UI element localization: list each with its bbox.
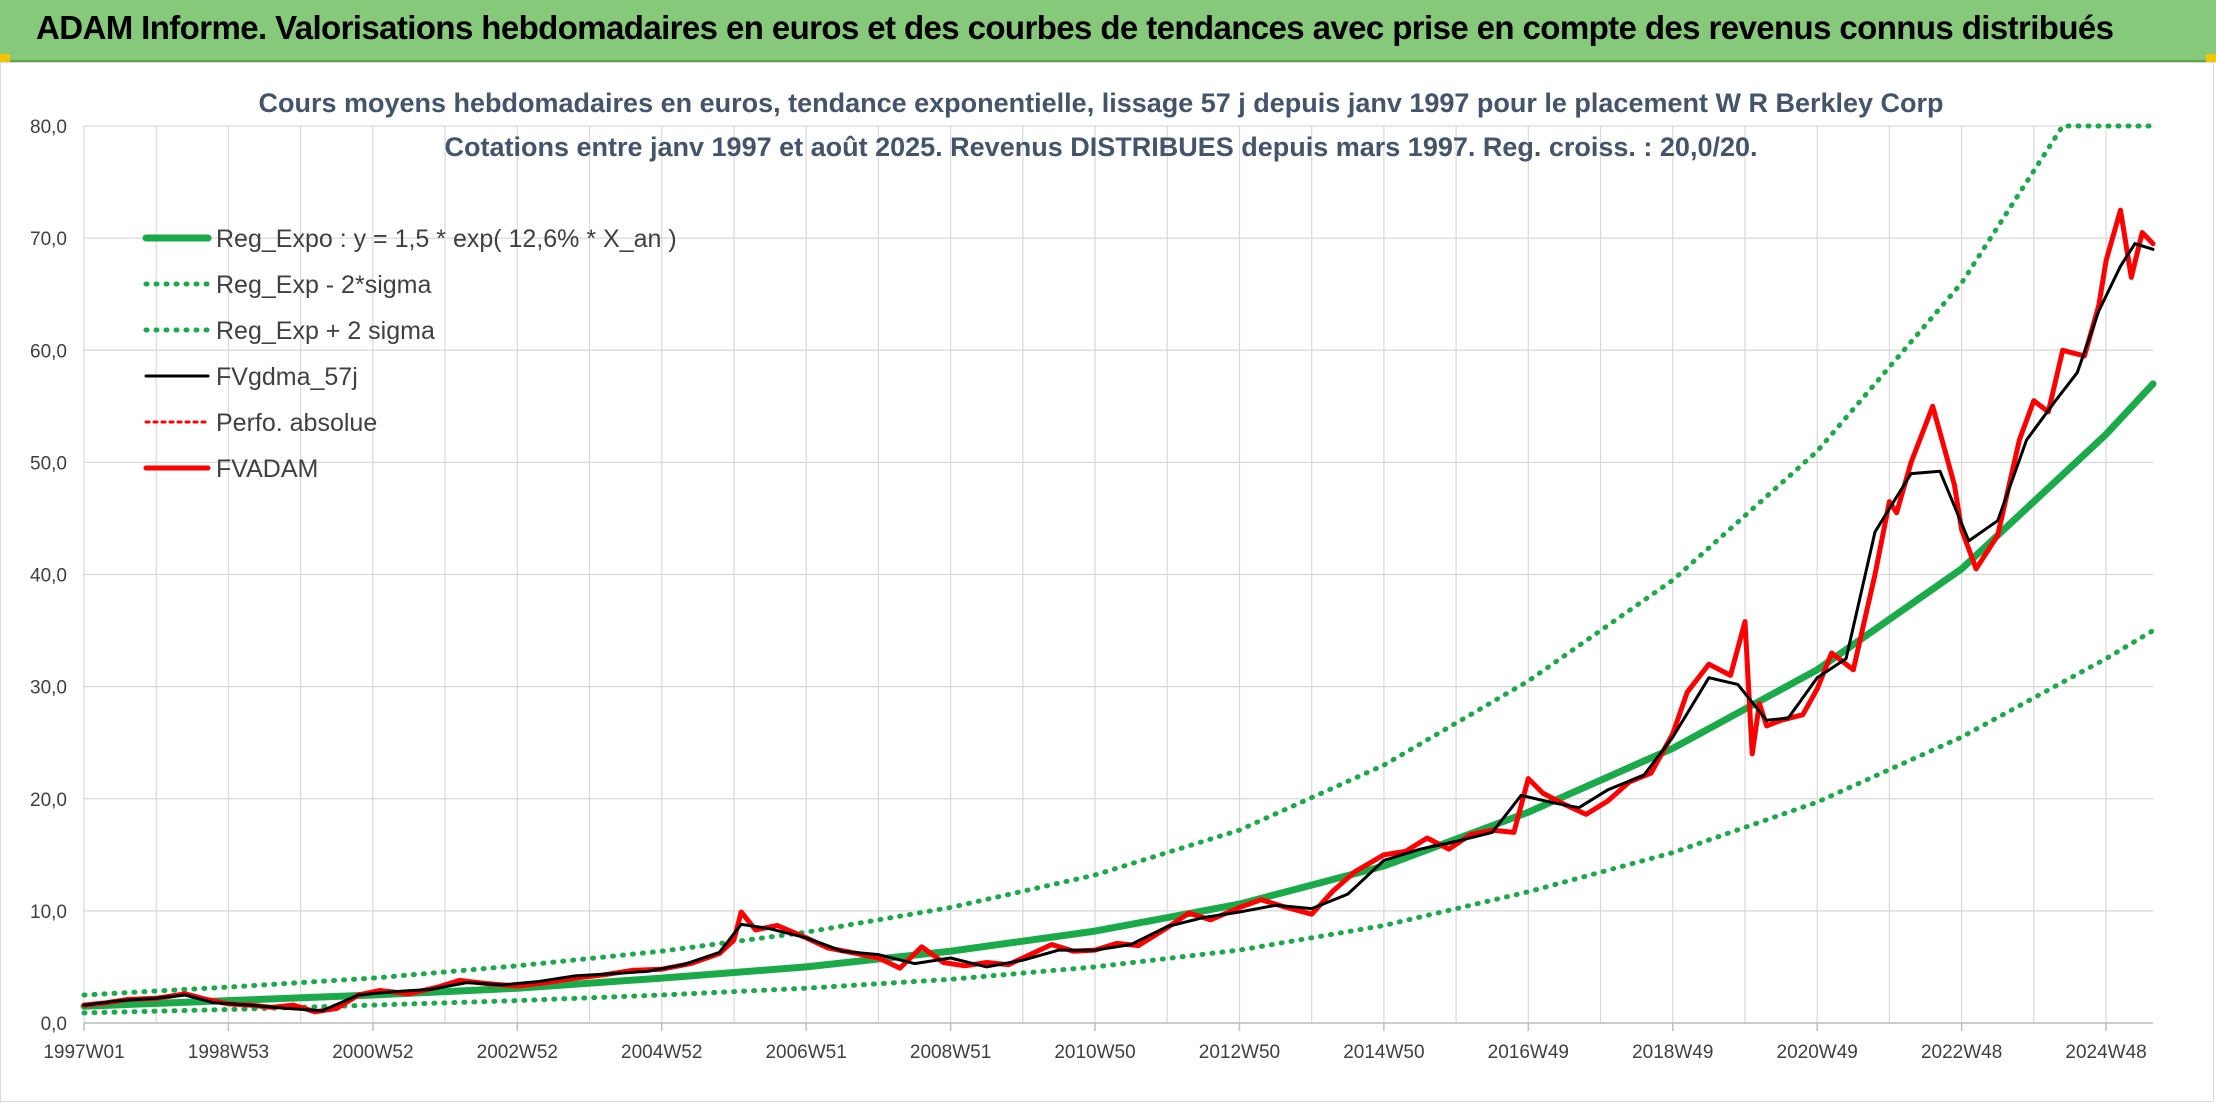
corner-marker-left bbox=[0, 54, 10, 62]
x-tick-label: 2016W49 bbox=[1488, 1042, 1569, 1063]
legend-label: FVADAM bbox=[216, 455, 318, 483]
legend-label: FVgdma_57j bbox=[216, 363, 358, 391]
chart-titles: Cours moyens hebdomadaires en euros, ten… bbox=[258, 88, 1943, 162]
y-tick-label: 20,0 bbox=[30, 790, 67, 811]
axes: 0,0 10,0 20,0 30,0 40,0 50,0 60,0 70,0 80,0 1997W… bbox=[30, 117, 2153, 1063]
x-tick-label: 2020W49 bbox=[1777, 1042, 1858, 1063]
x-tick-label: 2012W50 bbox=[1199, 1042, 1280, 1063]
y-tick-label: 40,0 bbox=[30, 566, 67, 587]
legend-label: Reg_Exp + 2 sigma bbox=[216, 317, 435, 345]
legend-label: Reg_Exp - 2*sigma bbox=[216, 271, 431, 299]
y-tick-label: 70,0 bbox=[30, 229, 67, 250]
legend-label: Perfo. absolue bbox=[216, 409, 377, 437]
series-line-1 bbox=[81, 628, 2156, 1016]
chart-title: Cours moyens hebdomadaires en euros, ten… bbox=[258, 88, 1943, 118]
series-line-3 bbox=[82, 242, 2155, 1013]
series-line-5 bbox=[81, 207, 2156, 1015]
y-tick-label: 30,0 bbox=[30, 678, 67, 699]
series-lines bbox=[80, 123, 2157, 1016]
x-tick-label: 1997W01 bbox=[43, 1042, 124, 1063]
series-line-0 bbox=[80, 380, 2157, 1010]
line-chart: Cours moyens hebdomadaires en euros, ten… bbox=[30, 88, 2157, 1063]
grid-lines bbox=[83, 125, 2153, 1024]
series-line-2 bbox=[81, 123, 2156, 998]
y-tick-label: 60,0 bbox=[30, 341, 67, 362]
chart-area: Cours moyens hebdomadaires en euros, ten… bbox=[0, 62, 2214, 1102]
y-tick-label: 0,0 bbox=[41, 1014, 67, 1035]
y-tick-label: 80,0 bbox=[30, 117, 67, 138]
y-tick-label: 50,0 bbox=[30, 453, 67, 474]
x-tick-label: 2018W49 bbox=[1632, 1042, 1713, 1063]
header-bar: ADAM Informe. Valorisations hebdomadaire… bbox=[0, 0, 2216, 62]
x-tick-label: 2022W48 bbox=[1921, 1042, 2002, 1063]
x-tick-label: 1998W53 bbox=[188, 1042, 269, 1063]
legend-label: Reg_Expo : y = 1,5 * exp( 12,6% * X_an ) bbox=[216, 225, 677, 253]
x-tick-label: 2010W50 bbox=[1054, 1042, 1135, 1063]
x-tick-label: 2004W52 bbox=[621, 1042, 702, 1063]
corner-marker-right bbox=[2206, 54, 2216, 62]
x-tick-label: 2014W50 bbox=[1343, 1042, 1424, 1063]
x-tick-label: 2006W51 bbox=[765, 1042, 846, 1063]
x-tick-label: 2000W52 bbox=[332, 1042, 413, 1063]
page-title: ADAM Informe. Valorisations hebdomadaire… bbox=[36, 9, 2114, 46]
x-tick-label: 2002W52 bbox=[477, 1042, 558, 1063]
y-tick-label: 10,0 bbox=[30, 902, 67, 923]
chart-subtitle: Cotations entre janv 1997 et août 2025. … bbox=[444, 132, 1757, 162]
legend: Reg_Expo : y = 1,5 * exp( 12,6% * X_an )… bbox=[142, 225, 677, 483]
x-tick-label: 2008W51 bbox=[910, 1042, 991, 1063]
x-tick-label: 2024W48 bbox=[2065, 1042, 2146, 1063]
